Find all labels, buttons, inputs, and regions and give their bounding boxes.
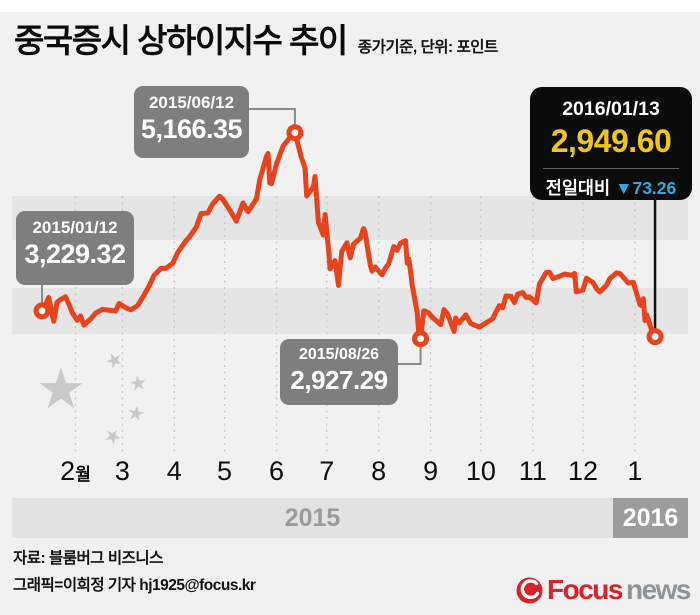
annotation-date: 2015/01/12	[32, 218, 118, 237]
annotation-date: 2015/08/26	[298, 346, 380, 363]
year-band-2016: 2016	[613, 498, 688, 538]
star-icon: ★	[35, 357, 87, 423]
logo-brand: Focus	[547, 574, 623, 605]
annotation-start: 2015/01/12 3,229.32	[16, 211, 134, 285]
annotation-trough: 2015/08/26 2,927.29	[280, 339, 398, 405]
background-stripe	[12, 288, 688, 334]
focusnews-logo-icon	[516, 577, 543, 603]
change-value: ▼73.26	[615, 178, 677, 198]
change-label: 전일대비	[545, 178, 611, 198]
annotation-value: 5,166.35	[140, 113, 243, 144]
annotation-peak: 2015/06/12 5,166.35	[134, 86, 249, 158]
annotation-value: 3,229.32	[24, 238, 126, 269]
top-white-bar	[0, 0, 700, 12]
credit-text: 그래픽=이희정 기자 hj1925@focus.kr	[13, 577, 256, 594]
source-text: 자료: 블룸버그 비즈니스	[13, 550, 163, 567]
divider	[543, 167, 679, 168]
page-subtitle: 종가기준, 단위: 포인트	[357, 39, 498, 56]
annotation-date: 2015/06/12	[148, 93, 235, 112]
latest-date: 2016/01/13	[562, 98, 660, 120]
daily-change-row: 전일대비 ▼73.26	[546, 175, 677, 200]
annotation-value: 2,927.29	[290, 364, 388, 395]
page-title: 중국증시 상하이지수 추이	[14, 22, 348, 59]
header: 중국증시 상하이지수 추이 종가기준, 단위: 포인트	[14, 14, 498, 62]
annotation-latest: 2016/01/13 2,949.60 전일대비 ▼73.26	[530, 87, 692, 200]
year-band-2015: 2015	[12, 498, 613, 538]
logo-suffix: news	[625, 574, 692, 605]
focusnews-logo: Focus news	[516, 574, 692, 605]
latest-value: 2,949.60	[550, 123, 672, 160]
